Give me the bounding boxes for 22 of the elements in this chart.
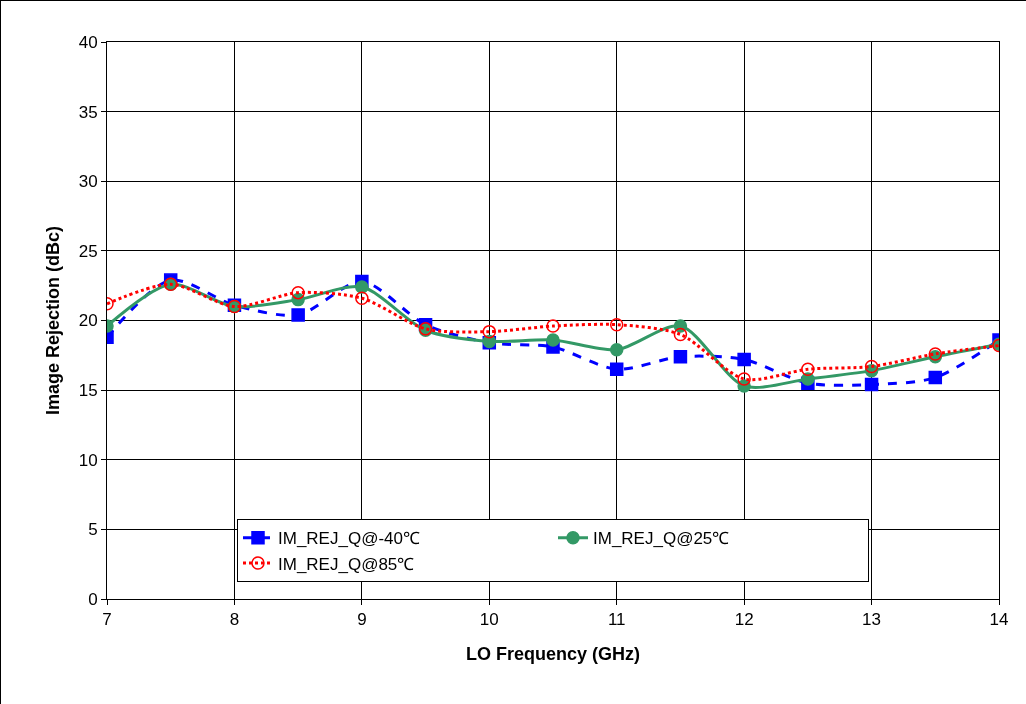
y-tick-label: 15 — [78, 381, 98, 401]
y-tick-label: 30 — [78, 172, 98, 192]
y-tick-label: 0 — [88, 589, 98, 609]
x-tick-label: 9 — [357, 610, 367, 630]
y-axis-title: Image Rejection (dBc) — [42, 225, 63, 416]
legend-label: IM_REJ_Q@25℃ — [593, 529, 730, 549]
x-tick-label: 13 — [862, 610, 882, 630]
y-tick-label: 25 — [78, 241, 98, 261]
x-axis-title: LO Frequency (GHz) — [465, 643, 641, 664]
x-tick-label: 11 — [607, 610, 626, 630]
x-tick-label: 14 — [989, 610, 1009, 630]
y-tick-label: 35 — [78, 102, 98, 122]
x-tick-label: 7 — [102, 610, 112, 630]
x-tick-label: 12 — [734, 610, 754, 630]
x-tick-label: 8 — [229, 610, 240, 630]
x-tick-label: 10 — [479, 610, 499, 630]
legend-label: IM_REJ_Q@-40℃ — [278, 529, 420, 549]
y-tick-label: 10 — [78, 450, 98, 470]
legend-label: IM_REJ_Q@85℃ — [278, 554, 415, 574]
y-tick-label: 20 — [78, 311, 98, 331]
y-tick-label: 40 — [78, 32, 98, 52]
y-tick-label: 5 — [88, 520, 98, 540]
